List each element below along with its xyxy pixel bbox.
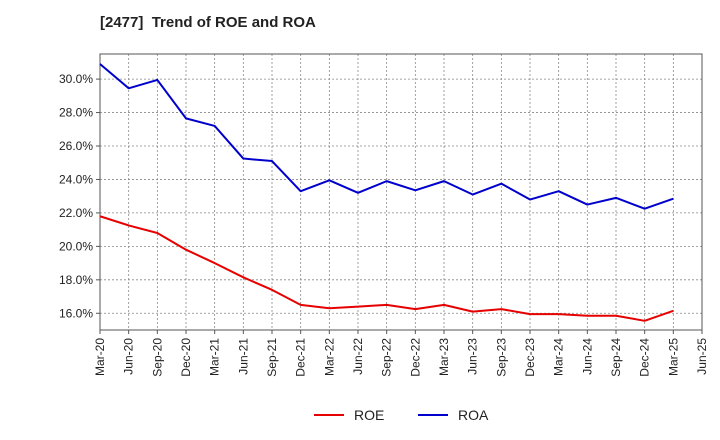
x-tick-label: Jun-22	[351, 338, 365, 375]
x-tick-label: Sep-21	[265, 338, 279, 377]
x-tick-label: Mar-21	[208, 338, 222, 376]
y-tick-label: 22.0%	[59, 206, 93, 220]
series-line-roa	[99, 63, 674, 210]
x-tick-label: Mar-22	[322, 338, 336, 376]
x-tick-label: Dec-22	[408, 338, 422, 377]
x-tick-label: Sep-23	[494, 338, 508, 377]
y-tick-label: 16.0%	[59, 306, 93, 320]
x-tick-label: Jun-24	[580, 338, 594, 375]
y-tick-label: 28.0%	[59, 106, 93, 120]
x-tick-label: Sep-20	[150, 338, 164, 377]
x-tick-label: Jun-25	[695, 338, 709, 375]
x-tick-label: Sep-22	[380, 338, 394, 377]
y-tick-label: 20.0%	[59, 239, 93, 253]
y-tick-label: 26.0%	[59, 139, 93, 153]
legend-label-roa: ROA	[458, 407, 489, 423]
x-tick-label: Mar-20	[93, 338, 107, 376]
x-tick-label: Jun-21	[236, 338, 250, 375]
x-tick-label: Mar-23	[437, 338, 451, 376]
chart-title: [2477] Trend of ROE and ROA	[100, 14, 316, 31]
x-tick-label: Sep-24	[609, 338, 623, 377]
x-tick-label: Dec-23	[523, 338, 537, 377]
grid-layer	[100, 54, 702, 330]
x-tick-label: Jun-23	[466, 338, 480, 375]
x-tick-label: Dec-24	[638, 338, 652, 377]
x-tick-label: Dec-20	[179, 338, 193, 377]
legend: ROE ROA	[314, 407, 489, 423]
x-tick-label: Dec-21	[294, 338, 308, 377]
y-tick-label: 18.0%	[59, 273, 93, 287]
y-tick-label: 30.0%	[59, 72, 93, 86]
series-layer	[99, 63, 674, 322]
x-tick-label: Mar-24	[552, 338, 566, 376]
plot-border	[99, 53, 703, 331]
x-tick-label: Jun-20	[122, 338, 136, 375]
x-tick-label: Mar-25	[666, 338, 680, 376]
axis-layer: 16.0% 18.0% 20.0% 22.0% 24.0% 26.0% 28.0% 30.0%…	[59, 53, 709, 377]
legend-label-roe: ROE	[354, 407, 384, 423]
y-tick-label: 24.0%	[59, 172, 93, 186]
series-line-roe	[99, 215, 674, 322]
